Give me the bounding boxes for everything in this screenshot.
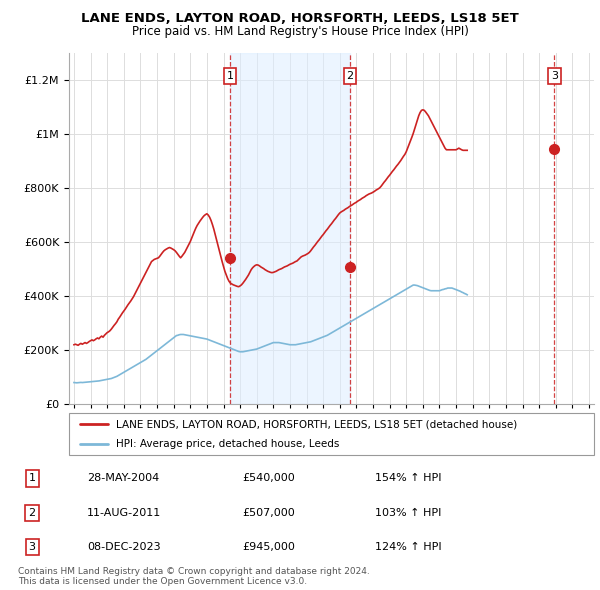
FancyBboxPatch shape <box>69 413 594 455</box>
Bar <box>230 53 350 404</box>
Text: 28-MAY-2004: 28-MAY-2004 <box>87 474 159 483</box>
Text: 3: 3 <box>29 542 35 552</box>
Text: 2: 2 <box>29 508 36 517</box>
Text: HPI: Average price, detached house, Leeds: HPI: Average price, detached house, Leed… <box>116 439 340 449</box>
Text: £540,000: £540,000 <box>242 474 295 483</box>
Text: 1: 1 <box>29 474 35 483</box>
Text: Contains HM Land Registry data © Crown copyright and database right 2024.
This d: Contains HM Land Registry data © Crown c… <box>18 567 370 586</box>
Text: £945,000: £945,000 <box>242 542 295 552</box>
Text: 11-AUG-2011: 11-AUG-2011 <box>87 508 161 517</box>
Text: 103% ↑ HPI: 103% ↑ HPI <box>375 508 441 517</box>
Text: 154% ↑ HPI: 154% ↑ HPI <box>375 474 442 483</box>
Text: 08-DEC-2023: 08-DEC-2023 <box>87 542 161 552</box>
Text: 2: 2 <box>347 71 353 81</box>
Text: 3: 3 <box>551 71 558 81</box>
Text: LANE ENDS, LAYTON ROAD, HORSFORTH, LEEDS, LS18 5ET: LANE ENDS, LAYTON ROAD, HORSFORTH, LEEDS… <box>81 12 519 25</box>
Text: £507,000: £507,000 <box>242 508 295 517</box>
Text: Price paid vs. HM Land Registry's House Price Index (HPI): Price paid vs. HM Land Registry's House … <box>131 25 469 38</box>
Text: 124% ↑ HPI: 124% ↑ HPI <box>375 542 442 552</box>
Text: LANE ENDS, LAYTON ROAD, HORSFORTH, LEEDS, LS18 5ET (detached house): LANE ENDS, LAYTON ROAD, HORSFORTH, LEEDS… <box>116 419 517 430</box>
Text: 1: 1 <box>227 71 233 81</box>
